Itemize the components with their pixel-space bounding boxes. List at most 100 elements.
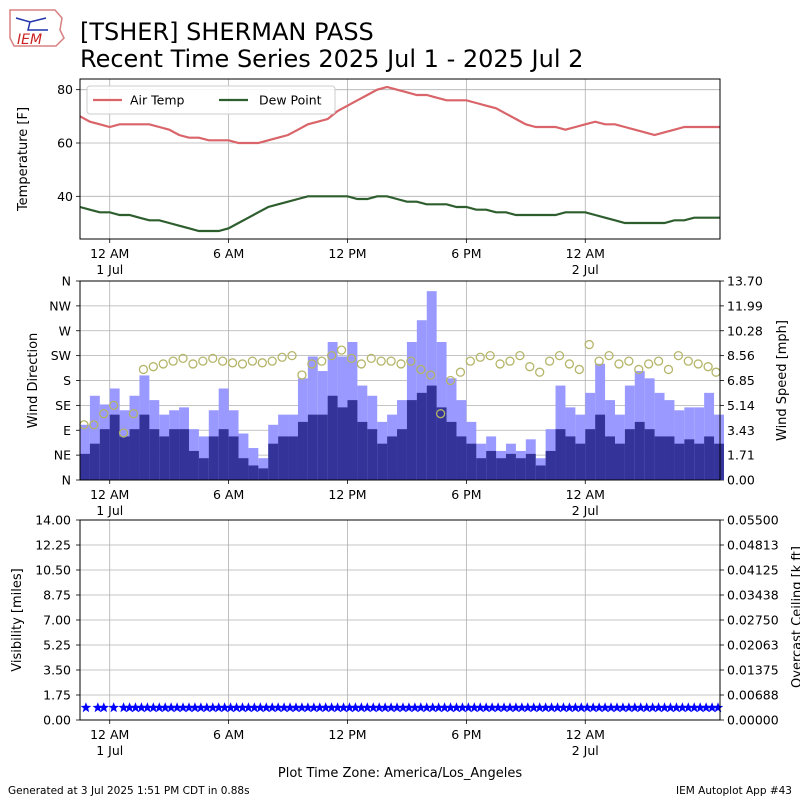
direction-marker <box>307 359 317 369</box>
visibility-star-marker <box>593 702 605 713</box>
visibility-star-marker <box>421 702 432 713</box>
visibility-star-marker <box>683 702 694 713</box>
visibility-tick-label: 7.00 <box>43 613 71 628</box>
visibility-star-marker <box>284 702 296 713</box>
visibility-star-marker <box>165 702 177 713</box>
speed-tick-label: 11.99 <box>727 298 763 313</box>
direction-marker <box>624 356 634 366</box>
chart-title-line1: [TSHER] SHERMAN PASS <box>80 18 374 46</box>
visibility-star-marker <box>504 702 516 713</box>
direction-marker <box>346 353 357 364</box>
visibility-star-marker <box>80 702 92 713</box>
x-tick-label: 6 PM <box>451 487 481 502</box>
visibility-star-marker <box>356 702 367 713</box>
x-tick-label: 12 AM <box>90 487 129 502</box>
direction-marker <box>128 409 139 419</box>
ceiling-tick-label: 0.00000 <box>727 713 779 728</box>
speed-bar <box>129 429 140 480</box>
visibility-star-marker <box>136 702 147 713</box>
visibility-star-marker <box>712 702 724 713</box>
speed-bar <box>506 453 516 480</box>
visibility-star-marker <box>498 702 510 713</box>
speed-bar <box>238 458 249 480</box>
x-tick-sublabel: 1 Jul <box>96 262 123 277</box>
speed-bar <box>694 443 705 480</box>
direction-tick-label: SE <box>55 398 71 413</box>
speed-bar <box>644 429 655 480</box>
speed-bar <box>575 443 586 480</box>
speed-bar <box>377 443 388 480</box>
direction-marker <box>505 356 515 366</box>
visibility-star-marker <box>653 702 664 713</box>
visibility-star-marker <box>695 702 706 713</box>
legend-label-air-temp: Air Temp <box>130 93 185 108</box>
direction-marker <box>495 359 505 369</box>
visibility-star-marker <box>558 702 569 713</box>
visibility-star-marker <box>160 702 171 713</box>
direction-marker <box>426 370 436 380</box>
direction-marker <box>148 362 158 372</box>
timezone-label: Plot Time Zone: America/Los_Angeles <box>278 766 522 781</box>
visibility-star-marker <box>183 702 195 713</box>
x-tick-label: 12 PM <box>328 487 366 502</box>
visibility-star-marker <box>296 702 308 713</box>
direction-marker <box>366 353 376 364</box>
speed-bar <box>367 429 378 480</box>
speed-bar <box>406 400 417 480</box>
direction-marker <box>118 428 129 438</box>
x-tick-label: 12 AM <box>90 727 129 742</box>
series-line-dew-point <box>79 195 720 233</box>
direction-tick-label: E <box>63 423 71 438</box>
visibility-star-marker <box>576 702 587 713</box>
direction-marker <box>525 362 535 372</box>
ceiling-tick-label: 0.04813 <box>727 538 779 553</box>
direction-marker <box>416 364 426 375</box>
visibility-star-marker <box>540 702 551 713</box>
direction-marker <box>455 367 466 377</box>
direction-marker <box>247 356 258 366</box>
speed-bar <box>218 429 229 480</box>
visibility-star-marker <box>98 702 109 713</box>
speed-bar <box>387 436 398 480</box>
visibility-star-marker <box>332 702 343 713</box>
x-tick-label: 6 AM <box>213 487 244 502</box>
y-tick-label: 80 <box>57 82 73 97</box>
legend-label-dew-point: Dew Point <box>259 93 322 108</box>
x-tick-label: 12 AM <box>90 246 129 261</box>
visibility-star-marker <box>195 702 207 713</box>
visibility-star-marker <box>344 702 355 713</box>
gust-bar <box>248 448 259 480</box>
speed-bar <box>416 392 427 480</box>
visibility-star-marker <box>677 702 688 713</box>
visibility-tick-label: 12.25 <box>35 538 71 553</box>
visibility-star-marker <box>118 702 129 713</box>
speed-bar <box>466 443 477 480</box>
speed-bar <box>109 414 120 480</box>
gust-bar <box>654 392 665 480</box>
visibility-star-marker <box>647 702 658 713</box>
visibility-star-marker <box>617 702 629 713</box>
visibility-star-marker <box>469 702 480 713</box>
visibility-star-marker <box>124 702 135 713</box>
visibility-star-marker <box>326 702 337 713</box>
visibility-star-marker <box>570 702 581 713</box>
x-tick-label: 12 AM <box>566 246 605 261</box>
visibility-star-marker <box>385 702 397 713</box>
visibility-star-marker <box>201 702 212 713</box>
ceiling-tick-label: 0.01375 <box>727 663 779 678</box>
speed-bar <box>288 436 298 480</box>
visibility-star-marker <box>427 702 438 713</box>
direction-marker <box>376 356 386 366</box>
visibility-star-marker <box>671 702 682 713</box>
speed-bar <box>307 414 318 480</box>
y-tick-label: 40 <box>57 189 73 204</box>
direction-marker <box>614 359 624 369</box>
speed-bar <box>99 429 110 480</box>
direction-marker <box>634 364 644 375</box>
ceiling-tick-label: 0.03438 <box>727 588 779 603</box>
direction-marker <box>584 339 594 350</box>
ceiling-tick-label: 0.04125 <box>727 563 779 578</box>
speed-bar <box>297 421 308 480</box>
